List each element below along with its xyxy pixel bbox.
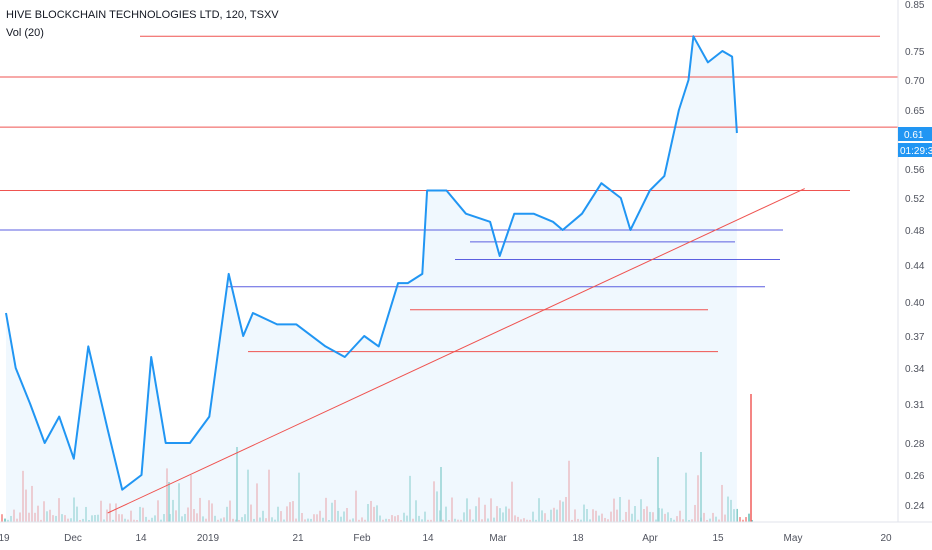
time-tick-label: 2019 [197,533,220,544]
horizontal-lines [0,35,898,353]
time-tick-label: 14 [135,533,147,544]
time-tick-label: Feb [353,533,371,544]
time-tick-label: 20 [880,533,892,544]
price-tick-label: 0.37 [905,332,925,343]
last-price-badge [898,127,932,141]
price-area-fill [6,36,737,523]
volume-bar [4,518,6,522]
price-tick-label: 0.34 [905,364,925,375]
time-tick-label: Apr [642,533,658,544]
price-tick-label: 0.65 [905,106,925,117]
countdown-badge [898,143,932,157]
price-tick-label: 0.75 [905,47,925,58]
price-tick-label: 0.40 [905,298,925,309]
time-tick-label: May [784,533,803,544]
time-tick-label: Dec [64,533,82,544]
last-price-label: 0.61 [904,130,924,141]
time-axis[interactable]: 19 Dec 14 2019 21 Feb 14 Mar 18 Apr 15 May 20 [0,533,892,544]
trendline [107,188,805,514]
price-line [5,35,738,491]
chart-title: HIVE BLOCKCHAIN TECHNOLOGIES LTD, 120, T… [6,9,279,21]
price-tick-label: 0.28 [905,439,925,450]
price-tick-label: 0.24 [905,501,925,512]
time-tick-label: 19 [0,533,10,544]
price-tick-label: 0.44 [905,261,925,272]
volume-bar [1,514,3,522]
countdown-label: 01:29:3 [900,146,932,157]
volume-label: Vol (20) [6,27,44,39]
price-tick-label: 0.31 [905,400,925,411]
time-tick-label: 18 [572,533,584,544]
volume-bar [750,394,752,522]
price-tick-label: 0.52 [905,194,925,205]
last-price-marker: 0.61 01:29:3 [898,127,932,157]
volume-bar [736,508,738,522]
time-tick-label: 14 [422,533,434,544]
volume-bar [742,519,744,522]
price-tick-label: 0.70 [905,76,925,87]
price-axis[interactable]: 0.85 0.75 0.70 0.65 0.61 0.56 0.52 0.48 0.44 0.40… [905,0,925,512]
volume-bar [745,517,747,522]
volume-bar [748,513,750,522]
price-tick-label: 0.26 [905,471,925,482]
price-tick-label: 0.56 [905,165,925,176]
time-tick-label: 21 [292,533,304,544]
price-tick-label: 0.48 [905,226,925,237]
price-tick-label: 0.85 [905,0,925,11]
time-tick-label: Mar [489,533,507,544]
time-tick-label: 15 [712,533,724,544]
volume-bar [739,517,741,522]
